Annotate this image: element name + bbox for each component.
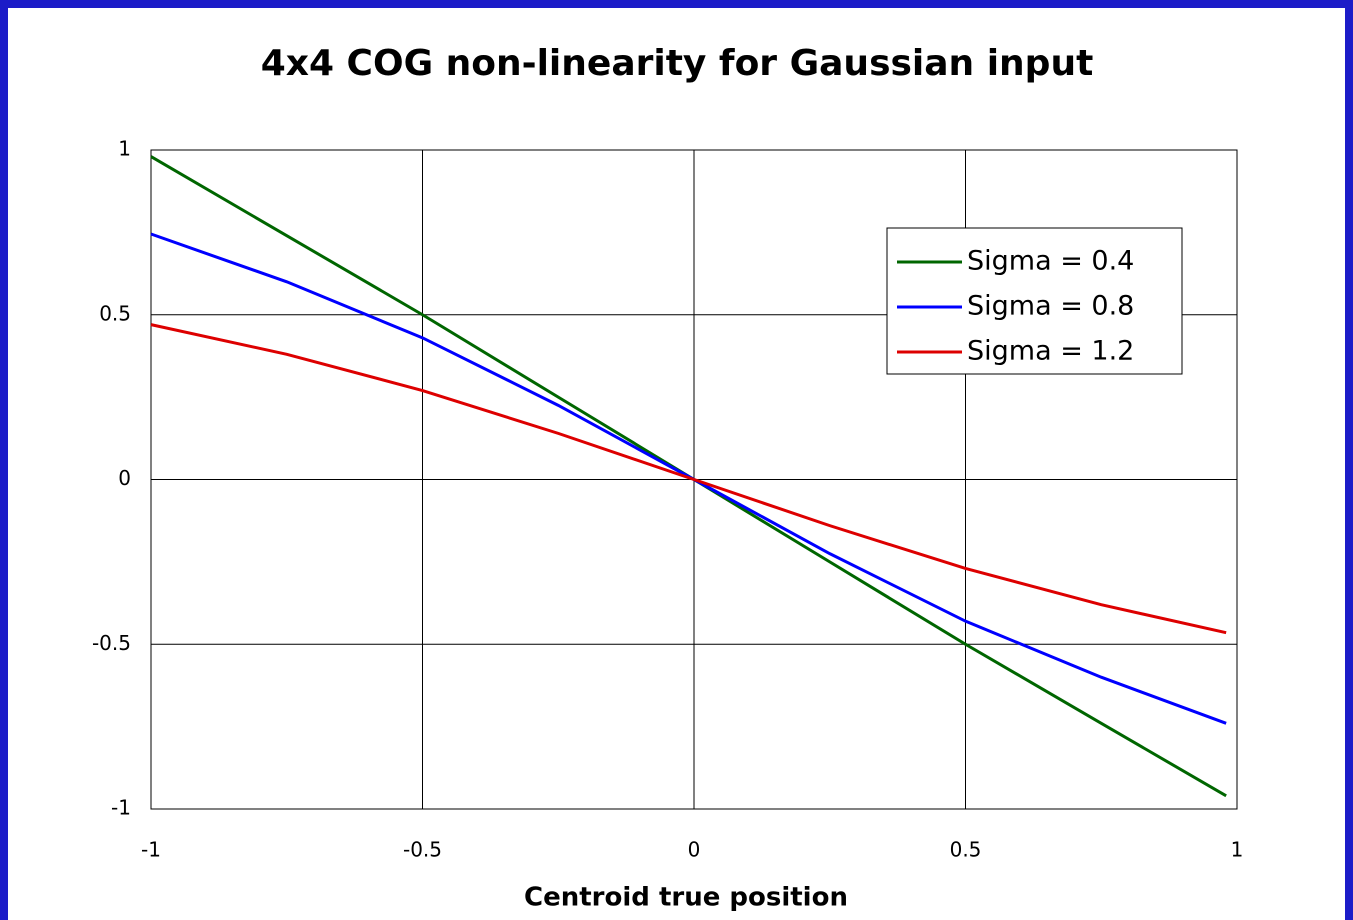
y-tick-label: 0	[118, 466, 131, 490]
y-tick-label: -0.5	[92, 631, 131, 655]
x-tick-label: 1	[1231, 838, 1244, 862]
chart-title: 4x4 COG non-linearity for Gaussian input	[261, 43, 1094, 84]
background	[8, 8, 1345, 920]
legend-label: Sigma = 0.4	[967, 246, 1134, 277]
y-tick-label: -1	[111, 796, 131, 820]
y-tick-label: 1	[118, 137, 131, 161]
legend-label: Sigma = 1.2	[967, 336, 1134, 367]
series-line	[150, 323, 1227, 635]
y-tick-label: 0.5	[99, 301, 131, 325]
legend-box	[886, 227, 1183, 375]
legend-label: Sigma = 0.8	[967, 291, 1134, 322]
x-tick-label: -1	[141, 838, 161, 862]
x-tick-label: -0.5	[403, 838, 442, 862]
x-tick-label: 0	[688, 838, 701, 862]
x-axis-label: Centroid true position	[524, 883, 848, 913]
x-tick-label: 0.5	[950, 838, 982, 862]
